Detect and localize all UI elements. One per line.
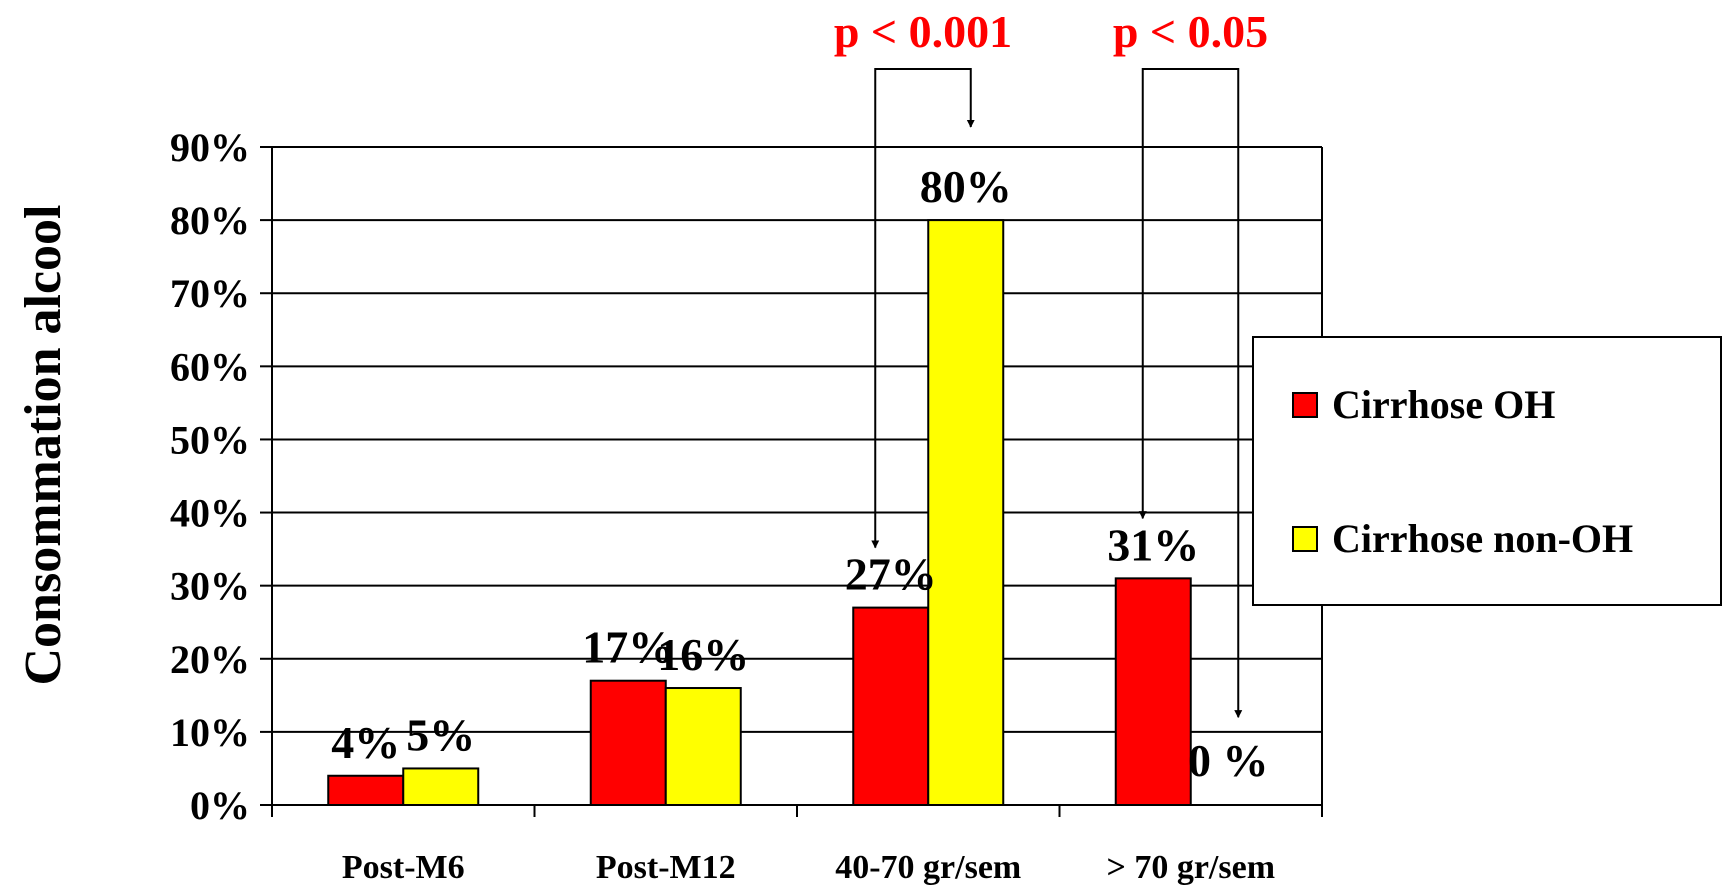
x-tick-label: Post-M12 — [596, 849, 736, 886]
legend-label-cirrhose-non-oh: Cirrhose non-OH — [1332, 516, 1633, 561]
significance-bracket — [1138, 68, 1243, 719]
data-label: 27% — [845, 549, 937, 600]
y-tick-label: 10% — [170, 710, 250, 755]
bar — [852, 606, 930, 806]
legend-box — [1252, 336, 1722, 606]
gridlines — [272, 146, 1322, 733]
x-tick-label: > 70 gr/sem — [1106, 849, 1275, 886]
y-tick-label: 30% — [170, 564, 250, 609]
bar — [327, 774, 405, 806]
axes: 0% 10% 20% 30% 40% 50% 60% 70% 80% 90% Post-M6 Post… — [170, 125, 1323, 886]
legend-swatch-cirrhose-oh — [1292, 392, 1318, 418]
y-tick-label: 60% — [170, 344, 250, 389]
y-tick-label: 20% — [170, 637, 250, 682]
y-tick-label: 90% — [170, 125, 250, 170]
legend: Cirrhose OH Cirrhose non-OH — [1252, 336, 1722, 606]
data-label: 5% — [406, 709, 475, 760]
data-label: 0 % — [1188, 735, 1269, 786]
y-tick-label: 0% — [190, 783, 250, 828]
y-tick-label: 50% — [170, 417, 250, 462]
data-label: 4% — [331, 717, 400, 768]
bar — [402, 767, 480, 807]
x-tick-label: Post-M6 — [342, 849, 465, 886]
bar — [1114, 577, 1192, 806]
y-axis-label: Consommation alcool — [15, 205, 72, 686]
data-label: 80% — [920, 161, 1012, 212]
bar — [664, 687, 742, 806]
p-value-label: p < 0.05 — [1113, 6, 1268, 57]
significance-annotations: p < 0.001 p < 0.05 — [834, 6, 1268, 719]
p-value-label: p < 0.001 — [834, 6, 1012, 57]
data-label: 17% — [582, 622, 674, 673]
y-tick-label: 40% — [170, 491, 250, 536]
y-tick-label: 70% — [170, 271, 250, 316]
data-label: 31% — [1107, 519, 1199, 570]
x-tick-label: 40-70 gr/sem — [835, 849, 1021, 886]
data-label: 16% — [657, 629, 749, 680]
bar — [589, 679, 667, 807]
legend-label-cirrhose-oh: Cirrhose OH — [1332, 382, 1555, 427]
significance-bracket — [871, 68, 975, 549]
y-tick-label: 80% — [170, 198, 250, 243]
bar — [927, 219, 1005, 807]
legend-swatch-cirrhose-non-oh — [1292, 526, 1318, 552]
